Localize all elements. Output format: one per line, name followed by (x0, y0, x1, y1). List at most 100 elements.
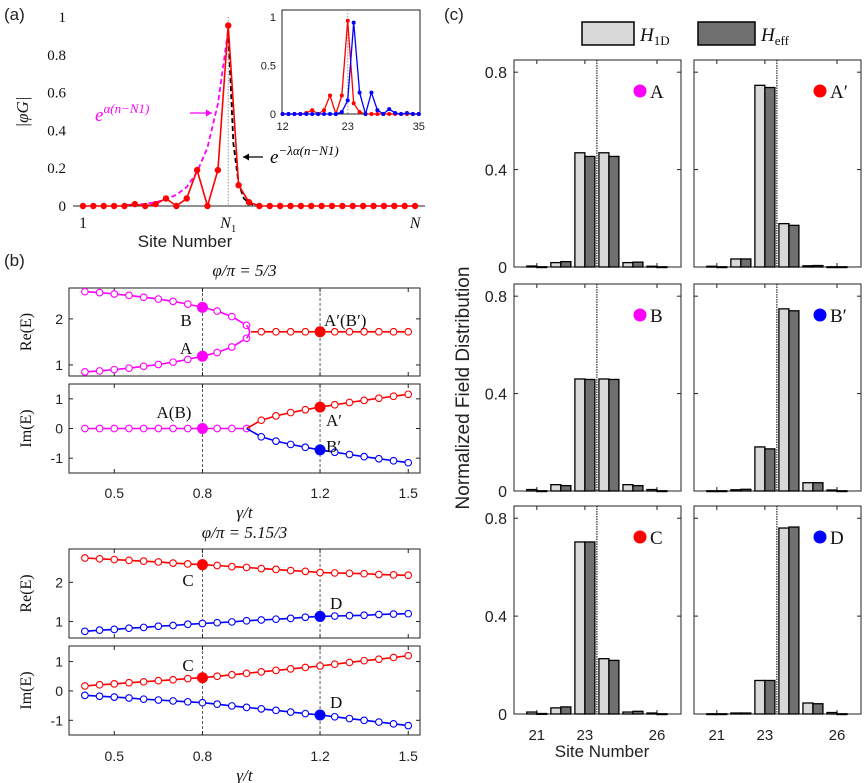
b-im-data-point (374, 718, 383, 726)
b-re-data-point (374, 610, 383, 619)
b-highlight-point (196, 672, 208, 684)
c-ytick-label: 0.4 (485, 609, 507, 626)
c-bar-h1d (598, 378, 610, 492)
b-re-data-point (330, 327, 339, 336)
b-im-data-point (242, 424, 251, 433)
b-xtick-label: 1.5 (399, 748, 419, 764)
a-data-point (131, 200, 139, 208)
b-im-data-point (257, 705, 266, 713)
a-fit-curve-1 (227, 30, 255, 206)
b-point-label: A′ (326, 411, 342, 430)
c-bar-heff (788, 310, 800, 492)
c-x-axis-label: Site Number (555, 742, 650, 761)
b-im-data-point (330, 712, 339, 721)
b-point-label: A′(B′) (324, 311, 366, 330)
b-point-label: A(B) (157, 403, 192, 422)
inset-xtick-label: 12 (276, 121, 288, 133)
legend-base: H (760, 25, 776, 46)
inset-data-point (369, 90, 374, 95)
c-bar-h1d (706, 265, 718, 268)
b-im-data-point (110, 693, 119, 701)
a-fit-curve-0 (124, 30, 230, 207)
b-highlight-point (314, 709, 326, 721)
b-im-data-point (81, 424, 89, 433)
annotation-base: e (270, 147, 278, 168)
b-im-data-point (272, 437, 280, 445)
b-re-data-point (286, 614, 295, 623)
b-re-data-point (183, 560, 192, 568)
b-xtick-label: 1.5 (399, 485, 419, 501)
inset-data-point (387, 107, 392, 112)
b-im-data-point (404, 721, 413, 730)
a-data-point (287, 202, 294, 210)
inset-data-point (298, 112, 303, 116)
b-re-data-point (169, 297, 177, 306)
b-re-data-point (169, 358, 177, 367)
c-bar-heff (584, 541, 596, 715)
a-data-point (183, 195, 190, 202)
c-frame (513, 59, 682, 268)
c-xtick-label: 21 (528, 727, 545, 744)
b-x-axis-label: γ/t (236, 503, 253, 522)
c-bar-h1d (526, 488, 538, 492)
c-subplot-1 (693, 59, 862, 269)
b-x-axis-label: γ/t (236, 766, 253, 783)
b-ytick-label: -1 (51, 712, 64, 728)
b-im-data-point (345, 714, 354, 723)
b-im-data-point (330, 448, 339, 457)
b-xtick-label: 0.8 (193, 748, 213, 764)
a-data-point (297, 202, 305, 210)
b-ytick-label: 1 (55, 357, 63, 373)
b-re-data-point (81, 287, 89, 296)
c-state-label: B′ (830, 306, 847, 327)
c-ytick-label: 0 (498, 484, 507, 501)
inset-data-point (322, 112, 327, 116)
c-bar-h1d (826, 489, 838, 492)
b-re-data-point (330, 569, 339, 577)
b-subplot-title: φ/π = 5/3 (212, 261, 276, 280)
b-im-data-point (286, 408, 295, 417)
c-ytick-label: 0.8 (485, 289, 507, 306)
a-ytick-label: 0.2 (47, 161, 66, 177)
b-im-data-point (360, 452, 368, 461)
inset-ytick-label: 0.5 (261, 60, 276, 72)
c-bar-heff (836, 266, 848, 269)
a-data-point (318, 202, 325, 210)
b-im-data-point (301, 443, 310, 452)
a-data-point (370, 202, 377, 210)
b-point-label: C (182, 656, 193, 675)
b-re-data-point (404, 571, 413, 580)
inset-data-point (322, 108, 327, 113)
b-re-frame (68, 548, 421, 639)
b-im-data-point (125, 678, 133, 687)
legend-swatch (697, 21, 756, 46)
inset-data-point (339, 93, 344, 98)
inset-data-point (363, 112, 368, 116)
c-frame (693, 283, 862, 492)
a-xtick-label: 1 (79, 215, 87, 232)
c-frame (513, 283, 682, 492)
b-re-data-point (257, 564, 266, 573)
c-bar-h1d (646, 488, 658, 492)
c-bar-heff (632, 261, 644, 268)
b-re-data-point (360, 611, 368, 620)
c-bar-h1d (622, 711, 634, 715)
a-data-point (173, 202, 180, 210)
legend-swatch (581, 21, 635, 46)
a-ytick-label: 0.8 (47, 48, 66, 64)
b-im-data-point (154, 424, 163, 433)
inset-data-point (316, 112, 321, 116)
b-point-label: D (330, 693, 342, 712)
c-bar-heff (812, 482, 824, 492)
b-im-data-point (228, 670, 236, 679)
b-re-data-point (183, 355, 192, 364)
b-re-data-point (286, 327, 295, 336)
c-bar-h1d (550, 261, 562, 268)
c-bar-h1d (730, 712, 742, 715)
b-re-data-point (125, 556, 133, 565)
inset-data-point (369, 112, 374, 116)
c-xtick-label: 26 (649, 727, 666, 744)
b-re-data-point (330, 612, 339, 620)
b-re-data-point (81, 627, 89, 636)
c-bar-heff (632, 710, 644, 715)
